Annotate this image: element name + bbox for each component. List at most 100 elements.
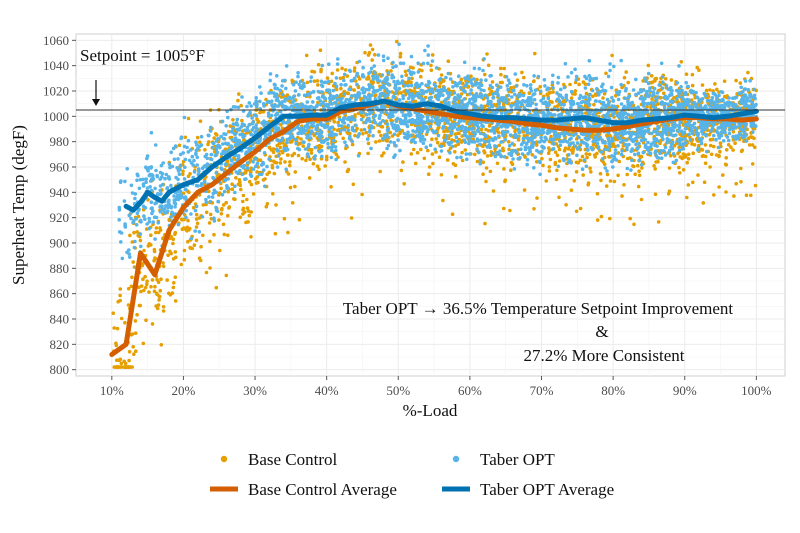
taber-opt-point	[468, 92, 472, 96]
taber-opt-point	[138, 218, 143, 223]
base-control-point	[646, 63, 651, 68]
base-control-point	[212, 136, 216, 140]
taber-opt-point	[131, 220, 135, 225]
taber-opt-point	[511, 157, 515, 161]
taber-opt-point	[371, 77, 376, 81]
taber-opt-point	[456, 93, 460, 97]
taber-opt-point	[661, 137, 665, 141]
taber-opt-point	[483, 139, 487, 144]
base-control-point	[574, 160, 579, 165]
base-control-point	[341, 75, 346, 80]
base-control-point	[161, 264, 166, 269]
base-control-point	[566, 147, 571, 151]
taber-opt-point	[681, 146, 686, 151]
taber-opt-point	[416, 70, 421, 74]
base-control-point	[360, 192, 364, 197]
base-control-point	[580, 154, 585, 159]
taber-opt-point	[216, 136, 220, 141]
base-control-point	[311, 162, 316, 166]
base-control-point	[343, 160, 347, 164]
base-control-point	[652, 164, 656, 168]
taber-opt-point	[225, 184, 229, 188]
base-control-point	[541, 163, 545, 168]
base-control-point	[508, 208, 512, 213]
taber-opt-point	[145, 154, 150, 158]
taber-opt-point	[331, 88, 336, 93]
base-control-point	[389, 69, 393, 73]
base-control-point	[734, 181, 738, 186]
taber-opt-point	[231, 122, 236, 126]
base-control-point	[342, 125, 347, 129]
base-control-point	[188, 172, 192, 176]
base-control-point	[749, 193, 753, 198]
base-control-point	[718, 149, 722, 154]
base-control-point	[475, 77, 479, 82]
taber-opt-point	[176, 222, 181, 227]
taber-opt-point	[520, 102, 524, 107]
taber-opt-point	[608, 68, 612, 73]
base-control-point	[290, 78, 295, 83]
taber-opt-point	[646, 140, 650, 145]
base-control-point	[149, 285, 153, 289]
base-control-point	[155, 291, 159, 296]
taber-opt-point	[463, 76, 467, 80]
taber-opt-point	[212, 216, 216, 220]
base-control-point	[439, 173, 444, 177]
taber-opt-point	[734, 134, 738, 138]
taber-opt-point	[451, 85, 455, 89]
base-control-point	[288, 185, 293, 190]
base-control-point	[592, 153, 597, 157]
base-control-point	[224, 200, 228, 205]
base-control-point	[404, 73, 409, 77]
taber-opt-point	[130, 191, 135, 195]
taber-opt-point	[405, 133, 409, 137]
taber-opt-point	[543, 84, 547, 88]
base-control-point	[750, 162, 755, 166]
taber-opt-point	[350, 139, 355, 144]
base-control-point	[243, 170, 248, 175]
taber-opt-point	[472, 77, 476, 81]
taber-opt-point	[175, 166, 179, 170]
taber-opt-point	[313, 145, 318, 150]
taber-opt-point	[129, 216, 133, 221]
base-control-point	[171, 237, 176, 242]
base-control-point	[690, 72, 695, 77]
base-control-point	[274, 203, 278, 207]
taber-opt-point	[133, 196, 137, 201]
base-control-point	[481, 160, 486, 164]
base-control-point	[452, 139, 457, 143]
base-control-point	[633, 172, 637, 176]
base-control-point	[708, 165, 712, 169]
taber-opt-point	[502, 155, 507, 159]
taber-opt-point	[194, 183, 199, 188]
base-control-point	[154, 230, 158, 235]
base-control-point	[206, 142, 210, 147]
taber-opt-point	[636, 91, 641, 95]
taber-opt-point	[397, 98, 402, 102]
base-control-point	[370, 58, 375, 62]
base-control-point	[324, 157, 329, 162]
base-control-point	[479, 127, 484, 132]
base-control-point	[357, 77, 362, 81]
taber-opt-point	[493, 154, 498, 159]
taber-opt-point	[134, 216, 138, 221]
base-control-point	[301, 144, 306, 148]
taber-opt-point	[644, 92, 649, 96]
base-control-point	[272, 159, 276, 164]
base-control-point	[279, 157, 283, 161]
taber-opt-point	[612, 64, 616, 69]
taber-opt-point	[135, 178, 139, 183]
taber-opt-point	[649, 101, 654, 105]
taber-opt-point	[245, 166, 250, 170]
base-control-point	[669, 78, 674, 82]
base-control-point	[650, 97, 654, 101]
base-control-point	[666, 192, 671, 196]
taber-opt-point	[556, 81, 560, 85]
taber-opt-point	[173, 144, 178, 148]
taber-opt-point	[721, 139, 726, 143]
taber-opt-point	[522, 127, 526, 131]
taber-opt-point	[357, 59, 362, 64]
base-control-point	[111, 311, 115, 316]
taber-opt-point	[452, 91, 457, 95]
